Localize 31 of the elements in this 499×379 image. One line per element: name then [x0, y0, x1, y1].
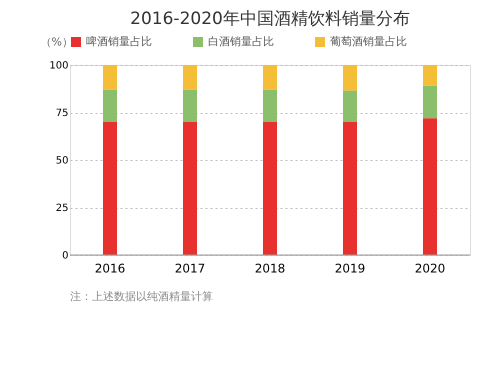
bar	[183, 65, 197, 90]
legend-label: 葡萄酒销量占比	[330, 35, 407, 48]
legend-label: 白酒销量占比	[208, 35, 274, 48]
bar	[343, 90, 357, 122]
bar	[183, 122, 197, 255]
bar	[423, 86, 437, 118]
x-tick-label: 2017	[174, 262, 206, 276]
y-tick-label: 0	[62, 250, 68, 262]
bar	[263, 90, 277, 122]
bar	[343, 122, 357, 255]
bar	[103, 90, 117, 122]
y-tick-label: 100	[49, 60, 68, 72]
x-tick-label: 2018	[254, 262, 286, 276]
bar	[103, 65, 117, 90]
x-tick-label: 2020	[414, 262, 446, 276]
bar	[423, 65, 437, 86]
text: 注：上述数据以纯酒精量计算	[70, 290, 213, 303]
bar	[263, 65, 277, 90]
bar	[183, 90, 197, 122]
bar	[343, 65, 357, 91]
y-tick-label: 25	[56, 203, 68, 214]
x-tick-label: 2019	[334, 262, 366, 276]
y-tick-label: 75	[56, 108, 68, 119]
chart-title: 2016-2020年中国酒精饮料销量分布	[130, 9, 410, 29]
y-tick-label: 50	[56, 156, 68, 166]
bar	[263, 122, 277, 255]
x-tick-label: 2016	[94, 262, 126, 276]
y-axis-title: （%）	[40, 36, 73, 48]
bar	[423, 118, 437, 255]
legend-label: 啤酒销量占比	[86, 35, 152, 48]
bar	[103, 122, 117, 255]
